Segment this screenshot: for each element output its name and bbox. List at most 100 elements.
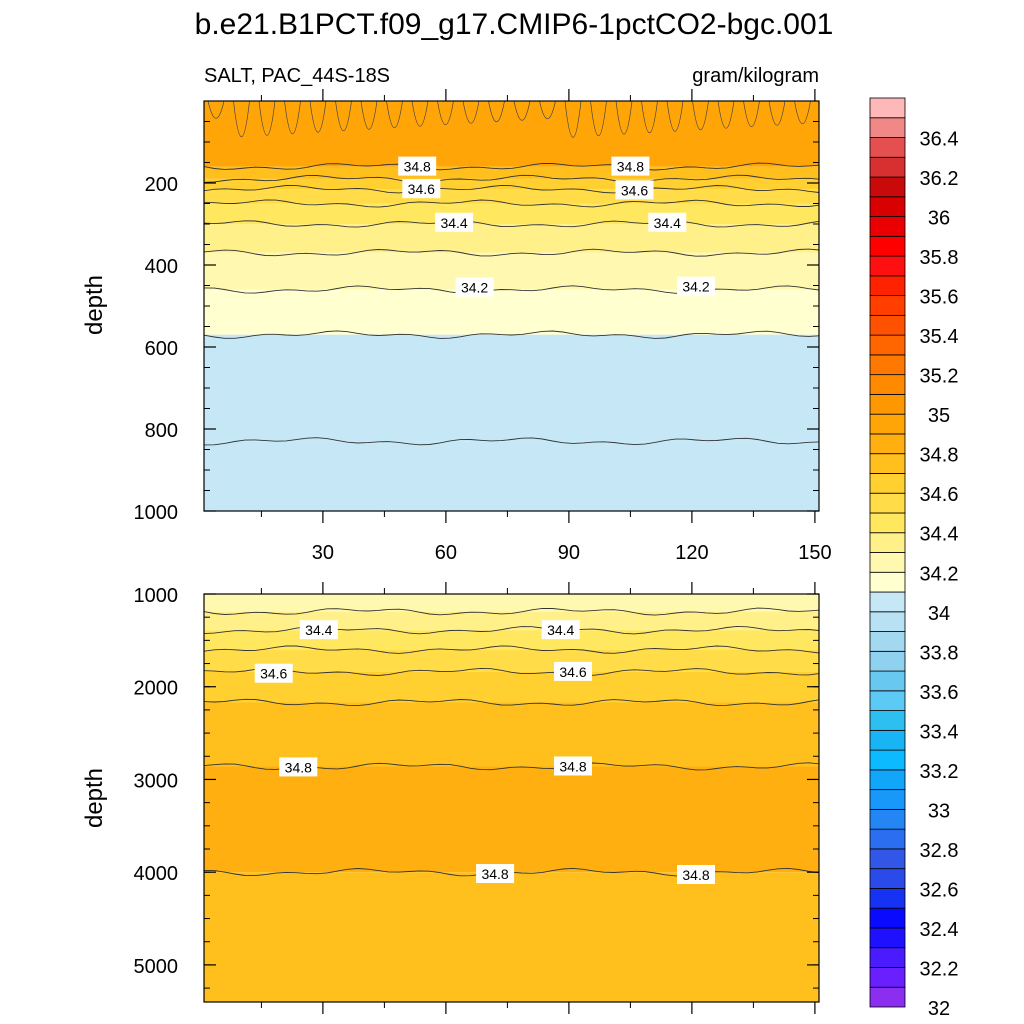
contour-label-text: 34.6 <box>559 664 586 680</box>
y-tick-label: 5000 <box>134 956 179 978</box>
y-axis-label: depth <box>81 275 108 335</box>
contour-label: 34.4 <box>541 620 580 640</box>
colorbar-swatch <box>869 413 906 435</box>
lower-panel: 34.4 34.4 34.6 34.6 34.8 34.8 34.8 34.8 1000 2000… <box>81 582 820 1014</box>
contour-label-text: 34.2 <box>682 279 709 295</box>
band <box>204 649 819 672</box>
colorbar-swatch <box>869 492 906 514</box>
contour-line <box>204 220 819 228</box>
colorbar-swatch <box>869 710 906 731</box>
colorbar-swatch <box>869 650 906 672</box>
y-tick-label: 2000 <box>134 678 179 700</box>
y-tick-label: 400 <box>145 256 178 278</box>
colorbar-label: 33.4 <box>920 721 959 743</box>
contour-line <box>204 174 819 184</box>
colorbar-label: 34.8 <box>920 445 959 467</box>
colorbar-label: 34.4 <box>920 524 959 546</box>
y-tick-label: 3000 <box>134 770 179 792</box>
colorbar-swatch <box>869 591 906 613</box>
surface-plume <box>666 101 684 132</box>
colorbar-swatch <box>869 295 906 316</box>
contour-label-text: 34.2 <box>461 280 488 296</box>
contour-line <box>204 437 819 446</box>
colorbar-label: 33.8 <box>920 642 959 664</box>
band <box>204 441 819 511</box>
y-tick-label: 800 <box>145 420 178 442</box>
y-tick-label: 4000 <box>134 863 179 885</box>
right-subtitle: gram/kilogram <box>692 65 819 87</box>
colorbar-swatch <box>869 631 906 652</box>
colorbar-swatch <box>869 571 906 593</box>
contour-label: 34.4 <box>648 212 687 232</box>
colorbar-label: 34 <box>928 603 950 625</box>
contour-label-text: 34.4 <box>654 215 681 231</box>
contour-line <box>204 199 819 208</box>
band <box>204 289 819 335</box>
band <box>204 189 819 204</box>
colorbar-swatch <box>869 117 906 138</box>
contour-label-text: 34.8 <box>559 758 586 774</box>
surface-plume <box>564 101 582 138</box>
colorbar-swatch <box>869 552 906 573</box>
colorbar-label: 33.2 <box>920 761 959 783</box>
colorbar-swatch <box>869 433 906 455</box>
colorbar-swatch <box>869 374 906 395</box>
surface-plume <box>233 101 250 137</box>
contour-label-text: 34.8 <box>481 866 508 882</box>
colorbar-label: 35.6 <box>920 287 959 309</box>
contour-line <box>204 698 819 707</box>
colorbar-swatch <box>869 512 906 534</box>
colorbar-swatch <box>869 235 906 257</box>
surface-plume <box>284 101 301 135</box>
contour-label-text: 34.4 <box>305 622 332 638</box>
colorbar-label: 32.8 <box>920 840 959 862</box>
x-tick-label: 60 <box>435 542 457 564</box>
band <box>204 178 819 190</box>
band <box>204 594 819 612</box>
band <box>204 611 819 631</box>
band <box>204 101 819 167</box>
contour-line <box>204 184 819 194</box>
band <box>204 872 819 1002</box>
contour-label: 34.8 <box>476 864 515 884</box>
colorbar-swatch <box>869 690 906 711</box>
contour-line <box>204 285 819 294</box>
y-tick-label: 200 <box>145 174 178 196</box>
colorbar-label: 33.6 <box>920 682 959 704</box>
colorbar-label: 35.2 <box>920 366 959 388</box>
contour-line <box>204 667 819 676</box>
colorbar-swatch <box>869 334 906 356</box>
contour-line <box>204 330 819 339</box>
contour-label: 34.8 <box>398 156 437 176</box>
x-tick-label: 120 <box>675 542 708 564</box>
contour-label: 34.4 <box>299 620 338 640</box>
band <box>204 224 819 253</box>
colorbar-label: 35 <box>928 405 950 427</box>
upper-panel: 34.8 34.8 34.6 34.6 34.4 34.4 34.2 34.2 200 400 60… <box>81 89 832 564</box>
x-tick-label: 90 <box>558 542 580 564</box>
colorbar-swatch <box>869 354 906 376</box>
surface-plume <box>590 101 607 137</box>
colorbar-label: 33 <box>928 800 950 822</box>
colorbar-label: 32.2 <box>920 958 959 980</box>
contour-line <box>204 162 819 171</box>
left-subtitle: SALT, PAC_44S-18S <box>204 65 390 87</box>
surface-plume <box>335 101 352 132</box>
colorbar-swatch <box>869 97 906 119</box>
colorbar-swatch <box>869 670 906 692</box>
surface-plume <box>692 101 709 131</box>
colorbar-swatch <box>869 729 906 751</box>
colorbar-label: 34.6 <box>920 484 959 506</box>
contour-label: 34.6 <box>554 661 592 681</box>
colorbar-swatch <box>869 473 906 494</box>
colorbar: 32 32.2 32.4 32.6 32.8 33 33.2 33.4 33.6 33.8 34 34… <box>869 97 959 1020</box>
contour-label: 34.8 <box>677 864 715 884</box>
contour-label: 34.2 <box>455 277 494 297</box>
colorbar-swatch <box>869 947 906 968</box>
contour-label-text: 34.6 <box>621 182 648 198</box>
colorbar-label: 36.2 <box>920 168 959 190</box>
band <box>204 766 819 873</box>
colorbar-swatch <box>869 196 906 217</box>
y-tick-label: 1000 <box>134 502 179 524</box>
colorbar-swatch <box>869 808 906 830</box>
